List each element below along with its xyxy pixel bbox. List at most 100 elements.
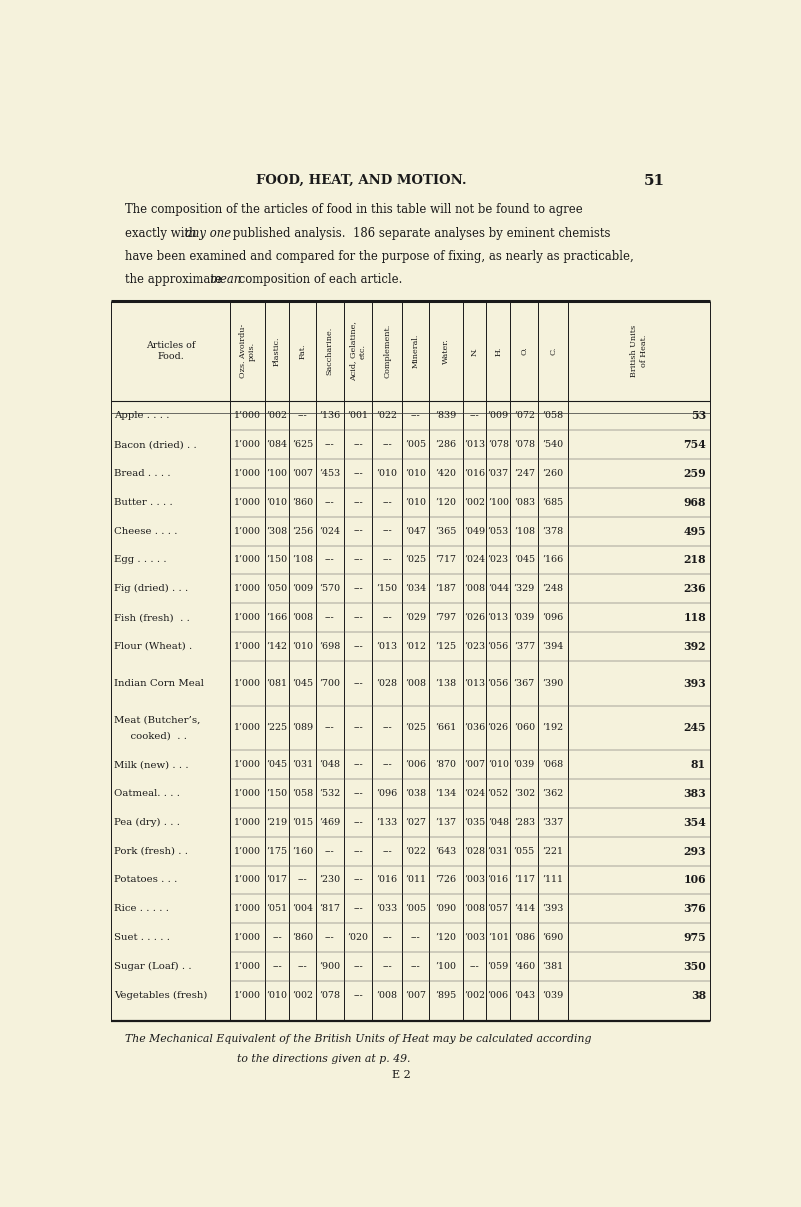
Text: 1’000: 1’000	[234, 991, 261, 999]
Text: ’045: ’045	[514, 555, 535, 565]
Text: ’002: ’002	[464, 991, 485, 999]
Text: ’006: ’006	[488, 991, 509, 999]
Text: 1’000: 1’000	[234, 846, 261, 856]
Text: ’453: ’453	[319, 470, 340, 478]
Text: ---: ---	[298, 875, 308, 885]
Text: ’083: ’083	[514, 497, 535, 507]
Text: ---: ---	[325, 555, 335, 565]
Text: ’010: ’010	[376, 470, 398, 478]
Text: mean: mean	[209, 273, 242, 286]
Text: ---: ---	[325, 613, 335, 622]
Text: ’532: ’532	[319, 789, 340, 798]
Text: ’034: ’034	[405, 584, 426, 594]
Text: ’002: ’002	[267, 412, 288, 420]
Text: Suet . . . . .: Suet . . . . .	[115, 933, 171, 943]
Text: ’001: ’001	[348, 412, 368, 420]
Text: ’078: ’078	[488, 441, 509, 449]
Text: ---: ---	[325, 441, 335, 449]
Text: ’008: ’008	[464, 584, 485, 594]
Text: ’006: ’006	[405, 760, 426, 769]
Text: ’010: ’010	[405, 470, 426, 478]
Text: ---: ---	[298, 962, 308, 970]
Text: ’016: ’016	[464, 470, 485, 478]
Text: ’100: ’100	[436, 962, 457, 970]
Text: ---: ---	[353, 642, 363, 651]
Text: the approximate: the approximate	[125, 273, 226, 286]
Text: ’056: ’056	[488, 678, 509, 688]
Text: ’111: ’111	[543, 875, 564, 885]
Text: ---: ---	[382, 760, 392, 769]
Text: ’900: ’900	[320, 962, 340, 970]
Text: ’661: ’661	[435, 723, 457, 733]
Text: ’166: ’166	[542, 555, 564, 565]
Text: N.: N.	[470, 346, 478, 356]
Text: Indian Corn Meal: Indian Corn Meal	[115, 678, 204, 688]
Text: 1’000: 1’000	[234, 789, 261, 798]
Text: Acid, Gelatine,
etc.: Acid, Gelatine, etc.	[349, 321, 367, 381]
Text: ’225: ’225	[267, 723, 288, 733]
Text: ’078: ’078	[514, 441, 535, 449]
Text: ’015: ’015	[292, 818, 313, 827]
Text: ’049: ’049	[464, 526, 485, 536]
Text: ’057: ’057	[488, 904, 509, 914]
Text: Egg . . . . .: Egg . . . . .	[115, 555, 167, 565]
Text: ’039: ’039	[513, 760, 535, 769]
Text: ’230: ’230	[320, 875, 340, 885]
Text: ’002: ’002	[292, 991, 313, 999]
Text: ’025: ’025	[405, 723, 426, 733]
Text: ’895: ’895	[435, 991, 457, 999]
Text: Butter . . . .: Butter . . . .	[115, 497, 173, 507]
Text: ---: ---	[469, 962, 479, 970]
Text: 383: 383	[683, 788, 706, 799]
Text: Pork (fresh) . .: Pork (fresh) . .	[115, 846, 188, 856]
Text: ’860: ’860	[292, 497, 313, 507]
Text: ’166: ’166	[267, 613, 288, 622]
Text: Apple . . . .: Apple . . . .	[115, 412, 170, 420]
Text: ’023: ’023	[488, 555, 509, 565]
Text: ’005: ’005	[405, 904, 426, 914]
Text: ’283: ’283	[514, 818, 535, 827]
Text: ’089: ’089	[292, 723, 313, 733]
Text: ’008: ’008	[376, 991, 398, 999]
Text: ---: ---	[353, 991, 363, 999]
Text: published analysis.  186 separate analyses by eminent chemists: published analysis. 186 separate analyse…	[228, 227, 610, 240]
Text: ’081: ’081	[267, 678, 288, 688]
Text: ’367: ’367	[513, 678, 535, 688]
Text: 754: 754	[683, 439, 706, 450]
Text: 393: 393	[683, 677, 706, 689]
Text: ’700: ’700	[320, 678, 340, 688]
Text: ’027: ’027	[405, 818, 426, 827]
Text: ’010: ’010	[267, 991, 288, 999]
Text: 1’000: 1’000	[234, 678, 261, 688]
Text: 392: 392	[683, 641, 706, 652]
Text: ’377: ’377	[514, 642, 535, 651]
Text: ---: ---	[325, 846, 335, 856]
Text: ---: ---	[353, 526, 363, 536]
Text: ’005: ’005	[405, 441, 426, 449]
Text: 968: 968	[683, 497, 706, 508]
Text: ’020: ’020	[348, 933, 368, 943]
Text: ’120: ’120	[436, 933, 457, 943]
Text: ’260: ’260	[543, 470, 564, 478]
Text: ---: ---	[353, 875, 363, 885]
Text: ’002: ’002	[464, 497, 485, 507]
Text: have been examined and compared for the purpose of fixing, as nearly as practica: have been examined and compared for the …	[125, 250, 634, 263]
Text: ’029: ’029	[405, 613, 426, 622]
Text: ’039: ’039	[513, 613, 535, 622]
Text: Flour (Wheat) .: Flour (Wheat) .	[115, 642, 193, 651]
Text: 118: 118	[683, 612, 706, 623]
Text: ’160: ’160	[292, 846, 313, 856]
Text: Water.: Water.	[442, 338, 450, 365]
Text: ’100: ’100	[488, 497, 509, 507]
Text: ’010: ’010	[292, 642, 313, 651]
Text: ’117: ’117	[514, 875, 535, 885]
Text: Fat.: Fat.	[299, 344, 307, 358]
Text: ---: ---	[353, 497, 363, 507]
Text: ’390: ’390	[542, 678, 564, 688]
Text: O.: O.	[521, 346, 529, 356]
Text: ’219: ’219	[267, 818, 288, 827]
Text: 259: 259	[683, 468, 706, 479]
Text: 1’000: 1’000	[234, 613, 261, 622]
Text: Complement.: Complement.	[383, 323, 391, 378]
Text: ’120: ’120	[436, 497, 457, 507]
